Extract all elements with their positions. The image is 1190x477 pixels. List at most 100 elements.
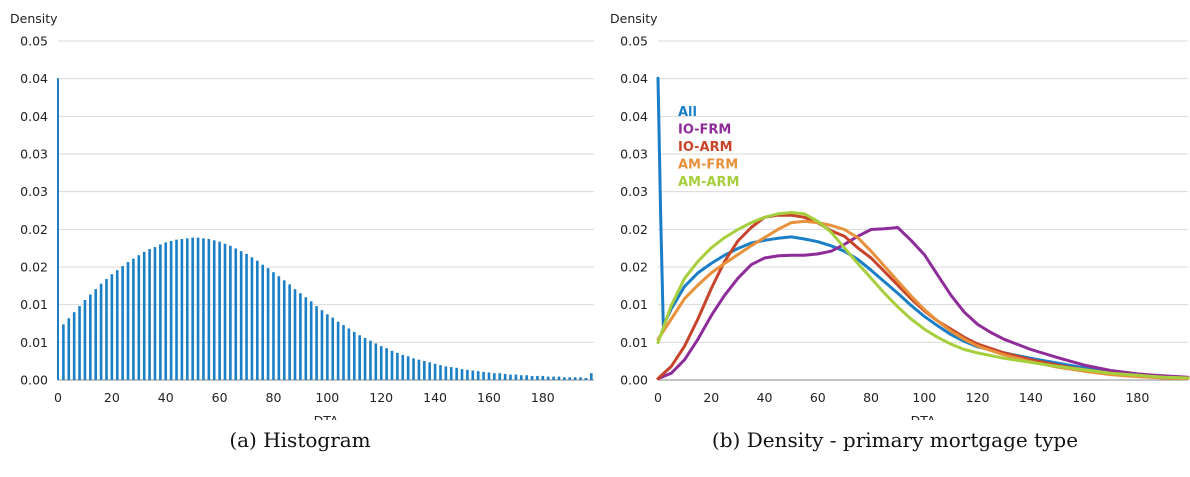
histogram-bar [423, 361, 426, 380]
histogram-bar [498, 373, 502, 380]
histogram-bar [401, 354, 405, 380]
histogram-bar [493, 373, 496, 380]
hist-y-tick-label: 0.02 [20, 260, 48, 275]
hist-x-tick-label: 0 [54, 390, 62, 405]
legend-entry: IO-FRM [678, 123, 731, 138]
histogram-bar [153, 247, 157, 380]
histogram-bar [62, 324, 65, 380]
histogram-bar [272, 272, 275, 380]
legend-entry: AM-ARM [678, 175, 739, 190]
histogram-bar [202, 238, 205, 380]
histogram-bar [374, 343, 378, 380]
density-panel: 0.05 0.04 0.04 0.03 0.03 0.02 0.02 0.01 0.01 0.00… [600, 0, 1190, 477]
density-x-axis-label: DTA [911, 413, 936, 420]
histogram-bar [115, 270, 119, 380]
histogram-bar [261, 264, 265, 380]
density-y-tick-label: 0.01 [620, 297, 648, 312]
histogram-bar [476, 371, 480, 380]
density-y-tick-label: 0.05 [620, 34, 648, 49]
histogram-bar [406, 356, 410, 380]
histogram-bar [99, 283, 103, 380]
histogram-bar [536, 375, 539, 380]
histogram-chart: 0.05 0.04 0.04 0.03 0.03 0.02 0.02 0.01 0.01 0.00… [10, 11, 594, 420]
histogram-bar [546, 376, 550, 380]
density-y-tick-label: 0.04 [620, 71, 648, 86]
density-y-tick-label: 0.02 [620, 222, 648, 237]
histogram-bar [363, 337, 367, 380]
histogram-bar [218, 241, 221, 380]
histogram-bar [444, 366, 448, 380]
hist-x-tick-label: 40 [158, 390, 174, 405]
hist-x-tick-label: 140 [423, 390, 447, 405]
histogram-bar [347, 328, 351, 380]
histogram-bar [266, 268, 270, 380]
histogram-bar [455, 367, 458, 380]
histogram-bar [196, 237, 200, 380]
histogram-bar [466, 369, 469, 380]
histogram-bar [126, 262, 130, 380]
density-y-tick-label: 0.01 [620, 335, 648, 350]
histogram-bar [590, 373, 593, 380]
hist-y-tick-label: 0.03 [20, 184, 48, 199]
histogram-bar [304, 297, 308, 380]
histogram-bar [428, 362, 431, 380]
histogram-bar [137, 255, 141, 380]
histogram-bar [342, 325, 345, 380]
histogram-bar [245, 253, 248, 380]
histogram-bar [573, 377, 577, 380]
histogram-bar [352, 331, 356, 380]
histogram-bar [509, 374, 512, 380]
histogram-bar [336, 321, 340, 380]
histogram-bar [121, 266, 124, 380]
histogram-bar [239, 251, 243, 380]
histogram-panel: 0.05 0.04 0.04 0.03 0.03 0.02 0.02 0.01 0.01 0.00… [10, 11, 594, 452]
histogram-bar [175, 239, 178, 380]
density-series-line [656, 226, 1190, 381]
histogram-bar [293, 289, 297, 380]
histogram-bar [482, 371, 485, 380]
histogram-bar [460, 369, 464, 380]
histogram-bar [78, 306, 81, 380]
density-x-tick-label: 20 [703, 390, 719, 405]
hist-y-tick-label: 0.00 [20, 373, 48, 388]
caption-b: (b) Density - primary mortgage type [711, 428, 1079, 452]
histogram-bar [320, 310, 324, 380]
histogram-bar [541, 375, 545, 380]
density-y-tick-label: 0.03 [620, 147, 648, 162]
density-x-tick-label: 40 [757, 390, 773, 405]
density-chart: 0.05 0.04 0.04 0.03 0.03 0.02 0.02 0.01 0.01 0.00… [610, 11, 1190, 420]
histogram-bar [288, 284, 291, 380]
histogram-bar [396, 352, 399, 380]
density-y-tick-label: 0.02 [620, 260, 648, 275]
histogram-bar [159, 244, 162, 380]
hist-y-tick-label: 0.03 [20, 147, 48, 162]
histogram-bar [503, 373, 507, 380]
histogram-bar [169, 241, 173, 380]
density-x-tick-label: 80 [863, 390, 879, 405]
histogram-bar [83, 299, 87, 380]
histogram-bar [67, 318, 71, 380]
histogram-bar [191, 237, 194, 380]
histogram-bar [449, 367, 453, 380]
histogram-bar [412, 358, 415, 380]
hist-x-tick-label: 100 [315, 390, 339, 405]
hist-y-tick-label: 0.05 [20, 34, 48, 49]
hist-x-tick-label: 120 [369, 390, 393, 405]
histogram-bar [471, 370, 475, 380]
histogram-bar [148, 249, 151, 380]
histogram-bar [132, 258, 135, 380]
histogram-bar [105, 278, 108, 380]
hist-x-tick-label: 60 [212, 390, 228, 405]
histogram-bar [369, 340, 372, 380]
histogram-bar [530, 375, 534, 380]
histogram-bar [57, 78, 59, 380]
density-x-tick-label: 160 [1072, 390, 1096, 405]
density-x-tick-label: 140 [1019, 390, 1043, 405]
histogram-bar [89, 294, 92, 380]
histogram-bar [223, 243, 227, 380]
histogram-bar [164, 242, 168, 380]
histogram-bar [557, 376, 561, 380]
histogram-bar [385, 348, 388, 380]
histogram-bar [277, 276, 281, 380]
histogram-bar [212, 240, 216, 380]
